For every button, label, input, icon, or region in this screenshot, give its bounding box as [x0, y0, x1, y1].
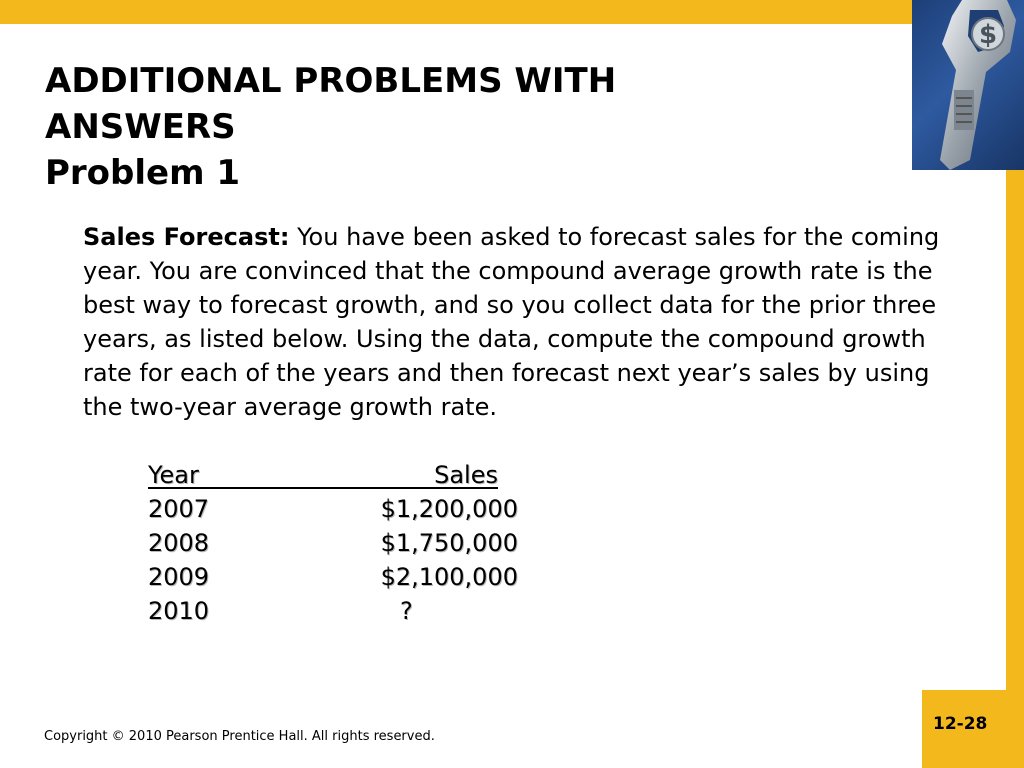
- row-year: 2009: [148, 563, 210, 591]
- row-year: 2008: [148, 529, 210, 557]
- table-row: 2010 ?: [148, 594, 518, 628]
- title-line-1: ADDITIONAL PROBLEMS WITH: [45, 61, 617, 101]
- problem-description: Sales Forecast: You have been asked to f…: [83, 220, 963, 424]
- row-year: 2010: [148, 597, 210, 625]
- right-accent-bar: [1006, 0, 1024, 768]
- header-underline: [148, 487, 498, 489]
- table-row: 2009 $2,100,000: [148, 560, 518, 594]
- wrench-dollar-icon: $: [912, 0, 1024, 170]
- row-sales: $1,200,000: [380, 495, 518, 523]
- page-number-box: 12-28: [922, 690, 1006, 768]
- title-line-3: Problem 1: [45, 153, 241, 193]
- copyright-notice: Copyright © 2010 Pearson Prentice Hall. …: [44, 729, 435, 744]
- row-year: 2007: [148, 495, 210, 523]
- problem-text: You have been asked to forecast sales fo…: [83, 223, 940, 421]
- slide-title: ADDITIONAL PROBLEMS WITH ANSWERS Problem…: [45, 58, 905, 196]
- header-year: Year: [148, 461, 199, 489]
- table-row: 2007 $1,200,000: [148, 492, 518, 526]
- title-line-2: ANSWERS: [45, 107, 236, 147]
- top-accent-bar: [0, 0, 1024, 24]
- row-sales: ?: [400, 597, 413, 625]
- header-sales: Sales: [434, 461, 498, 489]
- problem-lead: Sales Forecast:: [83, 223, 290, 251]
- table-row: 2008 $1,750,000: [148, 526, 518, 560]
- row-sales: $2,100,000: [380, 563, 518, 591]
- page-number: 12-28: [933, 714, 988, 734]
- svg-text:$: $: [979, 20, 997, 50]
- sales-table: Year Sales 2007 $1,200,000 2008 $1,750,0…: [148, 458, 518, 628]
- table-header: Year Sales: [148, 458, 498, 492]
- row-sales: $1,750,000: [380, 529, 518, 557]
